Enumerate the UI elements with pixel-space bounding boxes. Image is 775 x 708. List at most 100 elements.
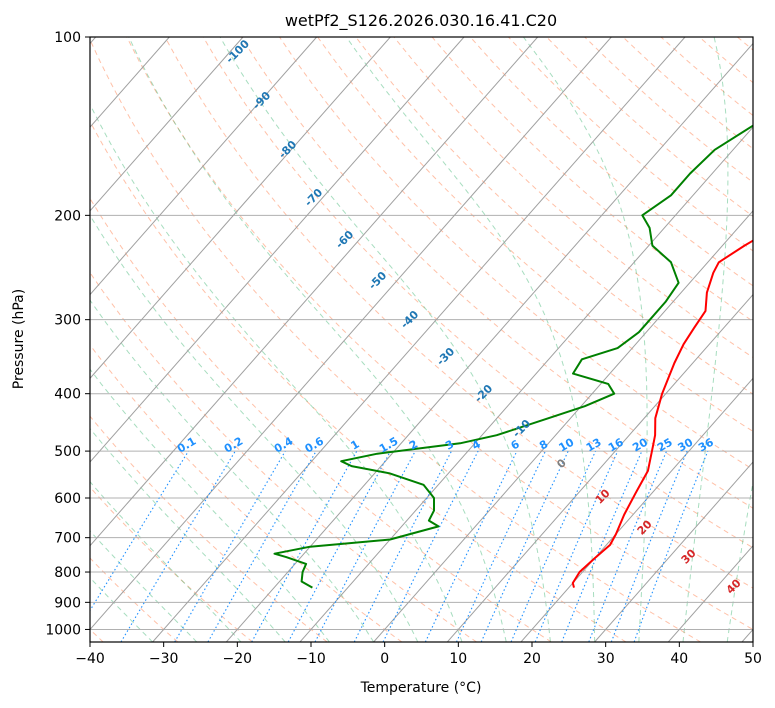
isotherm-line [90, 37, 539, 547]
dry-adiabat-line [431, 37, 753, 322]
grid-lines [90, 37, 753, 630]
plot-frame [89, 36, 754, 643]
mixing-ratio-line [251, 450, 358, 642]
mixing-ratio-line [90, 450, 189, 612]
adiabat-label: 40 [724, 576, 744, 596]
y-tick-label: 700 [54, 531, 81, 547]
x-tick-label: −40 [75, 651, 105, 667]
isotherm-line [90, 37, 465, 463]
dry-adiabat-line [164, 37, 753, 589]
mixing-ratio-label: 3 [443, 438, 456, 453]
x-axis: −40 −30 −20 −10 0 10 20 30 40 50 [75, 642, 762, 667]
dry-adiabat-line [90, 415, 328, 642]
y-tick-label: 100 [54, 30, 81, 46]
moist-adiabat-line [726, 479, 753, 642]
dry-adiabat-line [90, 486, 253, 642]
adiabat-label: -50 [366, 269, 389, 292]
isotherm-line [446, 293, 753, 642]
x-tick-label: 10 [449, 651, 467, 667]
dry-adiabat-line [240, 37, 753, 509]
mixing-ratio-line [510, 450, 597, 642]
moist-adiabats [90, 37, 753, 642]
dry-adiabat-line [698, 37, 753, 84]
moist-adiabat-line [682, 37, 729, 642]
mixing-ratio-label: 6 [509, 437, 522, 452]
mixing-ratio-label: 0.2 [222, 435, 245, 456]
adiabat-label: -60 [333, 228, 356, 251]
isotherms [90, 37, 753, 642]
mixing-ratio-line [610, 450, 688, 642]
x-tick-label: 0 [380, 651, 389, 667]
mixing-ratio-line [633, 450, 709, 642]
x-tick-label: 30 [597, 651, 615, 667]
moist-adiabat-line [90, 214, 419, 642]
y-tick-label: 400 [54, 387, 81, 403]
dry-adiabat-line [90, 120, 627, 642]
dry-adiabat-line [737, 37, 753, 51]
moist-adiabat-line [219, 37, 551, 642]
x-tick-label: −10 [296, 651, 326, 667]
mixing-ratio-line [314, 450, 416, 642]
y-axis: 100 200 300 400 500 600 700 800 900 1000 [45, 30, 90, 638]
adiabat-label: -40 [398, 308, 421, 331]
moist-adiabat-line [345, 37, 596, 642]
moist-adiabat-line [522, 37, 648, 642]
adiabat-label: 10 [593, 486, 613, 506]
x-tick-label: −30 [149, 651, 179, 667]
isotherm-line [90, 37, 244, 212]
dewpoint-profile-line [273, 124, 753, 589]
moist-adiabat-line [90, 427, 286, 642]
dry-adiabat-line [393, 37, 753, 358]
x-tick-label: 40 [670, 651, 688, 667]
mixing-ratio-label: 30 [675, 435, 695, 454]
isotherm-line [90, 37, 612, 631]
mixing-ratio-line [207, 450, 317, 642]
moist-adiabat-line [90, 103, 463, 642]
isotherm-line [152, 37, 686, 642]
mixing-ratio-line [480, 450, 569, 642]
adiabat-label: 20 [635, 517, 655, 537]
isotherm-line [741, 628, 753, 642]
moist-adiabat-line [90, 480, 242, 642]
x-axis-label: Temperature (°C) [360, 680, 482, 696]
dry-adiabat-line [126, 37, 753, 630]
adiabat-label: -20 [472, 382, 495, 405]
mixing-ratio-label: 8 [537, 438, 550, 453]
mixing-ratio-label: 36 [696, 435, 716, 454]
isotherm-line [520, 377, 753, 642]
mixing-ratio-label: 1 [348, 438, 361, 453]
dry-adiabat-line [469, 37, 753, 287]
mixing-ratio-line [424, 450, 518, 642]
mixing-ratio-label: 0.4 [272, 434, 296, 455]
moist-adiabat-line [90, 368, 330, 642]
x-tick-label: 20 [523, 651, 541, 667]
mixing-ratio-label: 0.1 [175, 435, 198, 456]
dry-adiabat-line [317, 37, 753, 432]
adiabat-label: -80 [276, 138, 299, 161]
adiabat-label: -10 [510, 417, 533, 440]
line-labels: 0.1 0.2 0.4 0.6 1 1.5 2 3 4 6 8 10 13 16 20 25 30 36-100-… [175, 37, 744, 597]
y-tick-label: 900 [54, 595, 81, 611]
series-group [273, 124, 753, 589]
temperature-profile-line [571, 239, 753, 588]
dry-adiabat-line [90, 271, 477, 642]
mixing-ratio-line [353, 450, 452, 642]
dry-adiabat-line [90, 197, 552, 642]
mixing-ratio-label: 0.6 [303, 434, 327, 455]
isotherm-line [373, 210, 753, 642]
y-axis-label: Pressure (hPa) [11, 289, 27, 389]
y-tick-label: 300 [54, 313, 81, 329]
mixing-ratio-label: 16 [606, 435, 626, 454]
x-tick-label: −20 [223, 651, 253, 667]
mixing-ratio-line [382, 450, 479, 642]
mixing-ratio-line [534, 450, 619, 642]
mixing-ratio-line [287, 450, 391, 642]
mixing-ratio-line [588, 450, 668, 642]
dry-adiabat-line [660, 37, 753, 117]
chart-title: wetPf2_S126.2026.030.16.41.C20 [285, 11, 557, 31]
x-tick-label: 50 [744, 651, 762, 667]
plot-area [90, 37, 753, 642]
isotherm-line [299, 126, 753, 642]
isotherm-line [594, 461, 753, 642]
moist-adiabat-line [90, 530, 198, 642]
